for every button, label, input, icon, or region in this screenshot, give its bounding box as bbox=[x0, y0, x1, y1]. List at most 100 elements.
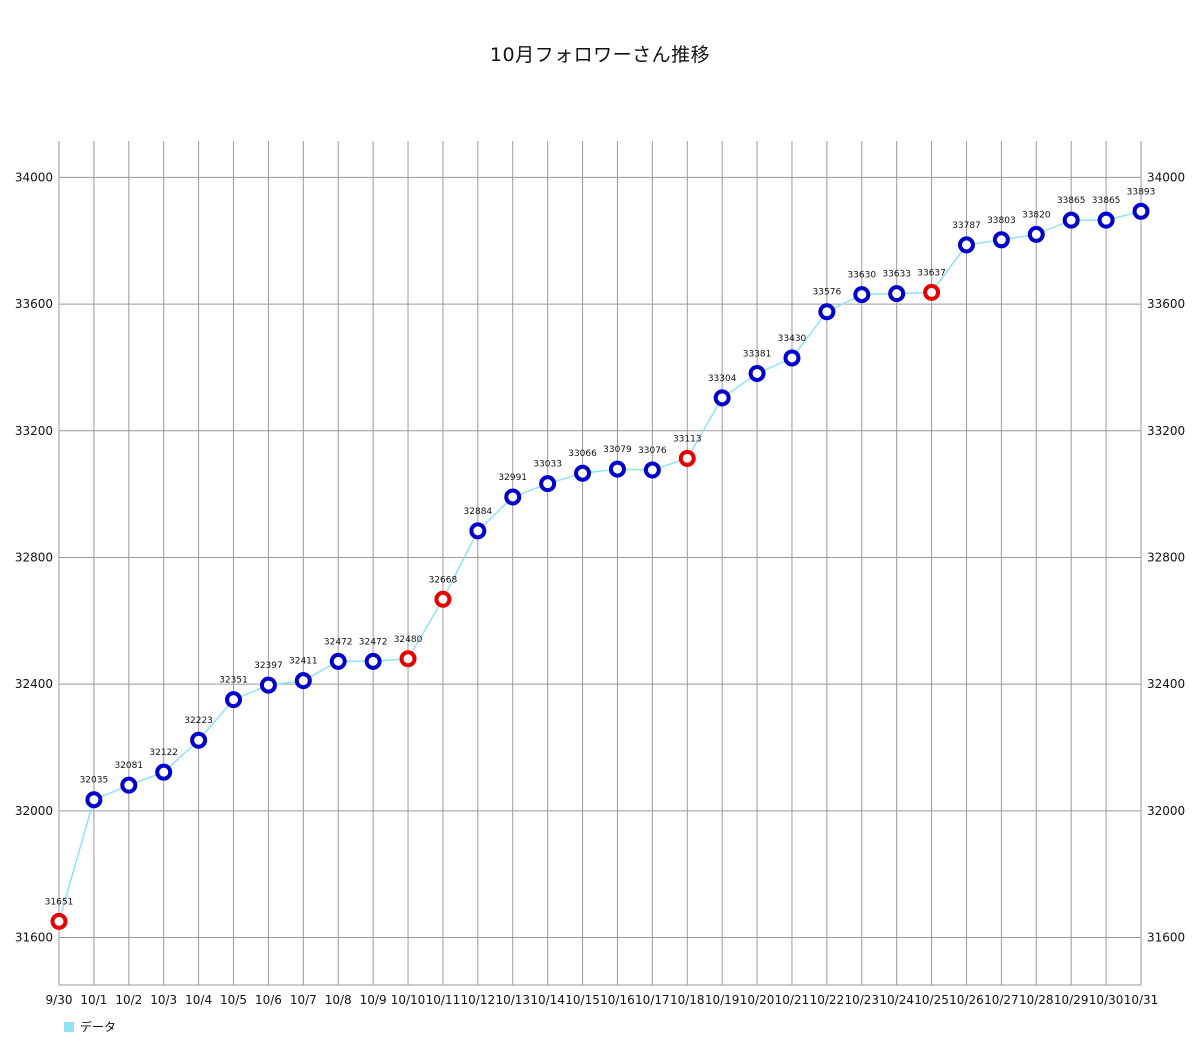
y-tick-label-right: 32800 bbox=[1147, 550, 1185, 564]
data-label: 33033 bbox=[533, 460, 562, 470]
x-tick-label: 10/7 bbox=[290, 993, 317, 1007]
data-point bbox=[608, 460, 626, 478]
data-label: 33381 bbox=[743, 349, 772, 359]
x-tick-label: 10/16 bbox=[600, 993, 635, 1007]
grid-lines bbox=[58, 141, 1142, 986]
x-tick-label: 10/2 bbox=[115, 993, 142, 1007]
data-point bbox=[818, 303, 836, 321]
series-line-path bbox=[58, 210, 1142, 922]
x-tick-label: 10/19 bbox=[705, 993, 740, 1007]
x-tick-label: 10/26 bbox=[949, 993, 984, 1007]
data-label: 33079 bbox=[603, 445, 632, 455]
data-point-highlighted bbox=[678, 449, 696, 467]
data-label: 32122 bbox=[149, 748, 178, 758]
data-point bbox=[643, 461, 661, 479]
series-markers bbox=[50, 202, 1150, 930]
data-label: 33113 bbox=[673, 434, 702, 444]
y-tick-label-left: 33200 bbox=[15, 424, 53, 438]
y-tick-label-right: 33600 bbox=[1147, 297, 1185, 311]
y-tick-label-left: 31600 bbox=[15, 930, 53, 944]
data-label: 33787 bbox=[952, 221, 981, 231]
data-point bbox=[120, 776, 138, 794]
x-tick-label: 10/5 bbox=[220, 993, 247, 1007]
data-point-highlighted bbox=[434, 590, 452, 608]
y-tick-label-right: 31600 bbox=[1147, 930, 1185, 944]
data-point bbox=[1132, 202, 1150, 220]
data-point bbox=[957, 236, 975, 254]
data-label: 32035 bbox=[80, 776, 109, 786]
data-label: 32884 bbox=[464, 507, 493, 517]
data-point bbox=[853, 286, 871, 304]
data-point-highlighted bbox=[923, 283, 941, 301]
x-tick-label: 10/3 bbox=[150, 993, 177, 1007]
y-tick-label-left: 32000 bbox=[15, 804, 53, 818]
data-label: 33820 bbox=[1022, 210, 1051, 220]
data-point bbox=[539, 475, 557, 493]
data-labels: 31651 32035 32081 32122 32223 32351 32397 32411… bbox=[45, 187, 1156, 907]
data-label: 32991 bbox=[498, 473, 527, 483]
data-point bbox=[364, 652, 382, 670]
data-label: 33630 bbox=[847, 271, 876, 281]
y-tick-label-left: 33600 bbox=[15, 297, 53, 311]
data-point bbox=[748, 364, 766, 382]
x-tick-label: 10/11 bbox=[426, 993, 461, 1007]
data-label: 32223 bbox=[184, 716, 213, 726]
data-point bbox=[1062, 211, 1080, 229]
x-tick-label: 10/22 bbox=[810, 993, 845, 1007]
legend: データ bbox=[64, 1018, 116, 1035]
x-axis: 9/30 10/1 10/2 10/3 10/4 10/5 10/6 10/7 10/8 10/9… bbox=[46, 993, 1159, 1007]
data-label: 32480 bbox=[394, 635, 423, 645]
x-tick-label: 10/24 bbox=[879, 993, 914, 1007]
data-label: 33633 bbox=[882, 270, 911, 280]
x-tick-label: 10/17 bbox=[635, 993, 670, 1007]
data-label: 33803 bbox=[987, 216, 1016, 226]
data-label: 32472 bbox=[324, 637, 353, 647]
data-label: 33637 bbox=[917, 268, 946, 278]
x-tick-label: 10/30 bbox=[1089, 993, 1124, 1007]
data-label: 32081 bbox=[114, 761, 143, 771]
x-tick-label: 10/8 bbox=[325, 993, 352, 1007]
right-y-axis: 31600 32000 32400 32800 33200 33600 34000 bbox=[1147, 170, 1185, 944]
x-tick-label: 10/25 bbox=[914, 993, 949, 1007]
data-point bbox=[329, 652, 347, 670]
x-tick-label: 10/14 bbox=[530, 993, 565, 1007]
data-label: 33076 bbox=[638, 446, 667, 456]
data-label: 32397 bbox=[254, 661, 283, 671]
data-label: 32351 bbox=[219, 676, 248, 686]
data-point bbox=[992, 231, 1010, 249]
x-tick-label: 10/12 bbox=[461, 993, 496, 1007]
data-label: 32472 bbox=[359, 637, 388, 647]
data-point bbox=[85, 791, 103, 809]
y-tick-label-right: 34000 bbox=[1147, 170, 1185, 184]
data-point-highlighted bbox=[399, 650, 417, 668]
data-point bbox=[783, 349, 801, 367]
legend-label: データ bbox=[80, 1020, 117, 1034]
x-tick-label: 9/30 bbox=[46, 993, 73, 1007]
x-tick-label: 10/29 bbox=[1054, 993, 1089, 1007]
y-tick-label-left: 32400 bbox=[15, 677, 53, 691]
x-tick-label: 10/20 bbox=[740, 993, 775, 1007]
data-point bbox=[713, 389, 731, 407]
data-point bbox=[574, 464, 592, 482]
data-label: 33865 bbox=[1057, 196, 1086, 206]
x-tick-label: 10/21 bbox=[775, 993, 810, 1007]
data-label: 33576 bbox=[813, 288, 842, 298]
x-tick-label: 10/28 bbox=[1019, 993, 1054, 1007]
x-tick-label: 10/13 bbox=[495, 993, 530, 1007]
x-tick-label: 10/1 bbox=[80, 993, 107, 1007]
x-tick-label: 10/27 bbox=[984, 993, 1019, 1007]
x-tick-label: 10/18 bbox=[670, 993, 705, 1007]
x-tick-label: 10/10 bbox=[391, 993, 426, 1007]
data-label: 31651 bbox=[45, 897, 74, 907]
legend-swatch bbox=[64, 1021, 74, 1032]
y-tick-label-right: 32000 bbox=[1147, 804, 1185, 818]
data-point bbox=[155, 763, 173, 781]
data-point bbox=[1027, 225, 1045, 243]
y-tick-label-left: 32800 bbox=[15, 550, 53, 564]
chart-title: 10月フォロワーさん推移 bbox=[489, 44, 711, 66]
x-tick-label: 10/15 bbox=[565, 993, 600, 1007]
x-tick-label: 10/6 bbox=[255, 993, 282, 1007]
data-label: 32411 bbox=[289, 657, 318, 667]
x-tick-label: 10/31 bbox=[1124, 993, 1159, 1007]
